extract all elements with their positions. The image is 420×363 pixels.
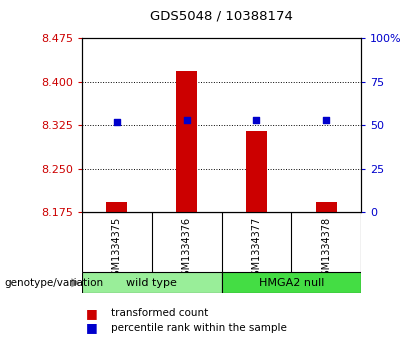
Text: GSM1334375: GSM1334375 [112, 217, 122, 282]
Text: genotype/variation: genotype/variation [4, 278, 103, 288]
Bar [82, 272, 222, 293]
Text: ■: ■ [86, 321, 98, 334]
Polygon shape [71, 278, 81, 287]
Text: GSM1334378: GSM1334378 [321, 217, 331, 282]
Text: GDS5048 / 10388174: GDS5048 / 10388174 [150, 10, 293, 23]
Point [253, 117, 260, 123]
Bar [316, 203, 337, 212]
Text: wild type: wild type [126, 278, 177, 288]
Point [183, 117, 190, 123]
Text: GSM1334376: GSM1334376 [181, 217, 192, 282]
Text: percentile rank within the sample: percentile rank within the sample [111, 323, 287, 333]
Bar [106, 203, 127, 212]
Point [113, 119, 120, 125]
Bar [176, 71, 197, 212]
Bar [222, 272, 361, 293]
Text: ■: ■ [86, 307, 98, 320]
Point [323, 117, 330, 123]
Text: transformed count: transformed count [111, 308, 209, 318]
Bar [246, 131, 267, 212]
Text: HMGA2 null: HMGA2 null [259, 278, 324, 288]
Text: GSM1334377: GSM1334377 [252, 217, 262, 282]
